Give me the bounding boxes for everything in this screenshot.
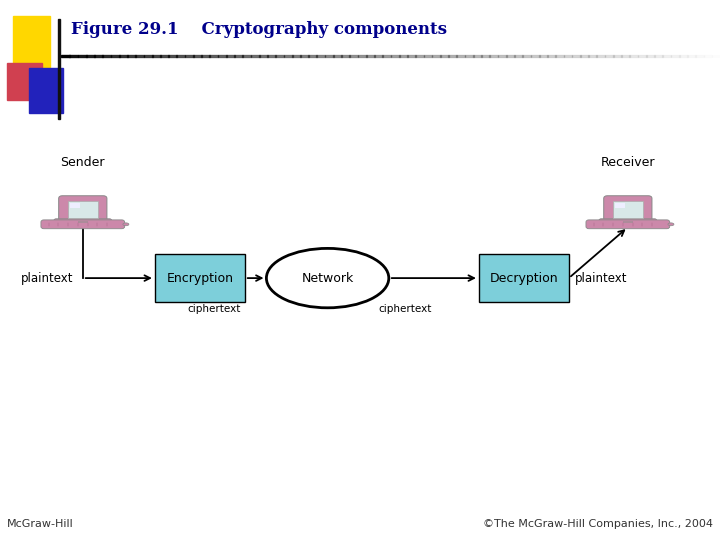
Text: plaintext: plaintext — [575, 272, 627, 285]
FancyBboxPatch shape — [70, 203, 80, 208]
FancyBboxPatch shape — [59, 195, 107, 224]
Text: Figure 29.1    Cryptography components: Figure 29.1 Cryptography components — [71, 21, 446, 38]
Text: ©The McGraw-Hill Companies, Inc., 2004: ©The McGraw-Hill Companies, Inc., 2004 — [483, 519, 713, 529]
FancyBboxPatch shape — [623, 221, 632, 222]
FancyBboxPatch shape — [615, 203, 625, 208]
Text: ciphertext: ciphertext — [379, 304, 432, 314]
Ellipse shape — [123, 223, 129, 226]
Text: Sender: Sender — [60, 156, 105, 168]
Text: ciphertext: ciphertext — [188, 304, 241, 314]
FancyBboxPatch shape — [78, 221, 87, 222]
FancyBboxPatch shape — [613, 201, 643, 218]
Text: Decryption: Decryption — [490, 272, 558, 285]
Ellipse shape — [266, 248, 389, 308]
FancyBboxPatch shape — [586, 220, 670, 229]
FancyBboxPatch shape — [155, 254, 245, 302]
Text: Network: Network — [302, 272, 354, 285]
Text: McGraw-Hill: McGraw-Hill — [7, 519, 74, 529]
FancyBboxPatch shape — [68, 201, 98, 218]
FancyBboxPatch shape — [603, 195, 652, 224]
Text: Encryption: Encryption — [166, 272, 233, 285]
Text: plaintext: plaintext — [21, 272, 73, 285]
Ellipse shape — [668, 223, 674, 226]
FancyBboxPatch shape — [599, 219, 657, 224]
FancyBboxPatch shape — [41, 220, 125, 229]
FancyBboxPatch shape — [479, 254, 569, 302]
Text: Receiver: Receiver — [600, 156, 655, 168]
FancyBboxPatch shape — [54, 219, 112, 224]
